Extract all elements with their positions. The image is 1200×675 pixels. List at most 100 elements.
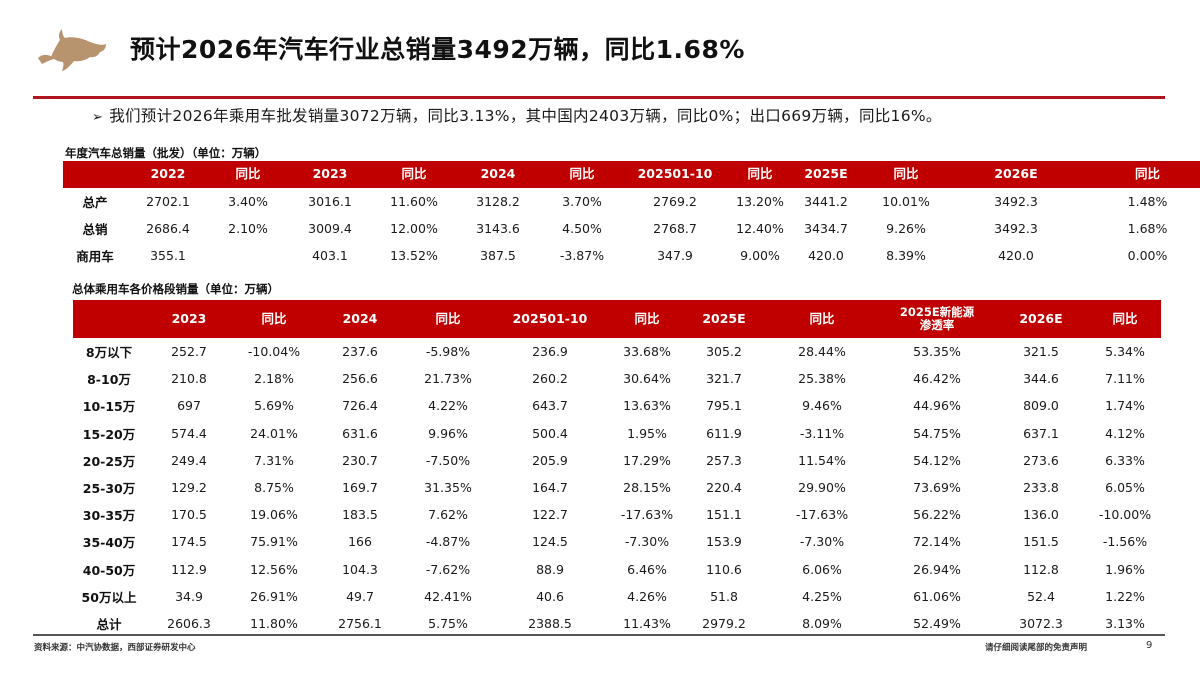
table-cell: 0.00% <box>1127 248 1168 263</box>
table-cell: 500.4 <box>532 425 568 441</box>
table-cell: 2702.1 <box>146 194 190 209</box>
table-cell: 4.26% <box>627 588 667 604</box>
bull-logo-icon <box>34 24 110 74</box>
table2-col-header: 同比 <box>405 300 491 338</box>
table-cell: 12.40% <box>736 221 784 236</box>
table-cell: 11.54% <box>798 452 846 468</box>
table-cell: 7.11% <box>1105 371 1145 387</box>
bullet-arrow-icon: ➢ <box>92 110 104 125</box>
table-cell: 237.6 <box>342 344 378 360</box>
row-label: 10-15万 <box>82 399 136 415</box>
table-cell: 25.38% <box>798 371 846 387</box>
table1-col-header: 2022 <box>127 161 209 188</box>
table-cell: -4.87% <box>425 534 471 550</box>
table-row: 15-20万 574.4 24.01% 631.6 9.96% 500.4 1.95% 611… <box>73 420 1161 447</box>
table1-col-header: 2026E <box>953 161 1079 188</box>
table2-col-header <box>73 300 145 338</box>
table-cell: 2606.3 <box>167 615 211 631</box>
table-cell: 13.63% <box>623 398 671 414</box>
table-cell: 387.5 <box>480 248 516 263</box>
table-cell: 136.0 <box>1023 507 1059 523</box>
table-cell: 56.22% <box>913 507 961 523</box>
row-label: 总计 <box>96 616 122 632</box>
table-cell: 2686.4 <box>146 221 190 236</box>
table-cell: 305.2 <box>706 344 742 360</box>
table-cell: 169.7 <box>342 480 378 496</box>
table2-col-header: 202501-10 <box>491 300 609 338</box>
table-cell: 3492.3 <box>994 194 1038 209</box>
table-cell: 4.50% <box>562 221 602 236</box>
table2-col-header: 2025E新能源 渗透率 <box>881 300 993 338</box>
table-cell: 21.73% <box>424 371 472 387</box>
table-cell: -7.50% <box>425 452 471 468</box>
table-cell: 2.18% <box>254 371 294 387</box>
page-title: 预计2026年汽车行业总销量3492万辆，同比1.68% <box>130 35 745 64</box>
table2-col-header: 同比 <box>1089 300 1161 338</box>
table-cell: 233.8 <box>1023 480 1059 496</box>
table-cell: 54.12% <box>913 452 961 468</box>
table-cell: 61.06% <box>913 588 961 604</box>
table1-col-header: 同比 <box>209 161 287 188</box>
table-cell: 9.96% <box>428 425 468 441</box>
table-cell: 3.40% <box>228 194 268 209</box>
table-cell: 153.9 <box>706 534 742 550</box>
table-cell: 10.01% <box>882 194 930 209</box>
table-row: 30-35万 170.5 19.06% 183.5 7.62% 122.7 -17.63% 1… <box>73 501 1161 528</box>
table-cell: 8.09% <box>802 615 842 631</box>
table-cell: -3.87% <box>559 248 605 263</box>
table-cell: 49.7 <box>346 588 374 604</box>
row-label: 30-35万 <box>82 508 136 524</box>
table-cell: 6.33% <box>1105 452 1145 468</box>
table-cell: -3.11% <box>799 425 845 441</box>
table-cell: 726.4 <box>342 398 378 414</box>
table2-col-header: 2023 <box>145 300 233 338</box>
table-cell: 273.6 <box>1023 452 1059 468</box>
table-row: 50万以上 34.9 26.91% 49.7 42.41% 40.6 4.26% 51.8 4.… <box>73 583 1161 610</box>
table-cell <box>209 242 287 269</box>
table-cell: -7.30% <box>799 534 845 550</box>
table-cell: 9.46% <box>802 398 842 414</box>
table1-col-header: 同比 <box>859 161 953 188</box>
table1-col-header: 202501-10 <box>623 161 727 188</box>
table2-header-row: 2023 同比 2024 同比 202501-10 同比 2025E 同比 20… <box>73 300 1161 338</box>
table-cell: 183.5 <box>342 507 378 523</box>
table-cell: 260.2 <box>532 371 568 387</box>
table-cell: 252.7 <box>171 344 207 360</box>
row-label: 15-20万 <box>82 426 136 442</box>
row-label: 25-30万 <box>82 481 136 497</box>
table2-col-header: 2025E <box>685 300 763 338</box>
table-cell: 6.05% <box>1105 480 1145 496</box>
table-cell: -10.04% <box>247 344 301 360</box>
table-cell: 420.0 <box>808 248 844 263</box>
table-cell: 52.4 <box>1027 588 1055 604</box>
table-cell: 321.5 <box>1023 344 1059 360</box>
table-cell: 1.74% <box>1105 398 1145 414</box>
table-cell: 46.42% <box>913 371 961 387</box>
table-cell: 3072.3 <box>1019 615 1063 631</box>
table-cell: 347.9 <box>657 248 693 263</box>
table2-col-header: 2026E <box>993 300 1089 338</box>
table-cell: 11.80% <box>250 615 298 631</box>
table-cell: -1.56% <box>1102 534 1148 550</box>
table-cell: 151.5 <box>1023 534 1059 550</box>
table-cell: 1.22% <box>1105 588 1145 604</box>
table-cell: -10.00% <box>1098 507 1152 523</box>
table-cell: 12.00% <box>390 221 438 236</box>
table-cell: 637.1 <box>1023 425 1059 441</box>
table-cell: 75.91% <box>250 534 298 550</box>
table-cell: 11.60% <box>390 194 438 209</box>
table2-col-header: 同比 <box>233 300 315 338</box>
table-cell: 54.75% <box>913 425 961 441</box>
table-cell: 643.7 <box>532 398 568 414</box>
table-cell: 73.69% <box>913 480 961 496</box>
disclaimer-note: 请仔细阅读尾部的免责声明 <box>985 643 1088 653</box>
table-cell: 112.9 <box>171 561 207 577</box>
table-cell: 31.35% <box>424 480 472 496</box>
table-cell: 124.5 <box>532 534 568 550</box>
table-cell: 2.10% <box>228 221 268 236</box>
data-source: 资料来源：中汽协数据，西部证券研发中心 <box>34 643 196 653</box>
table-cell: 19.06% <box>250 507 298 523</box>
table-cell: 205.9 <box>532 452 568 468</box>
table-cell: 3143.6 <box>476 221 520 236</box>
table-cell: 249.4 <box>171 452 207 468</box>
